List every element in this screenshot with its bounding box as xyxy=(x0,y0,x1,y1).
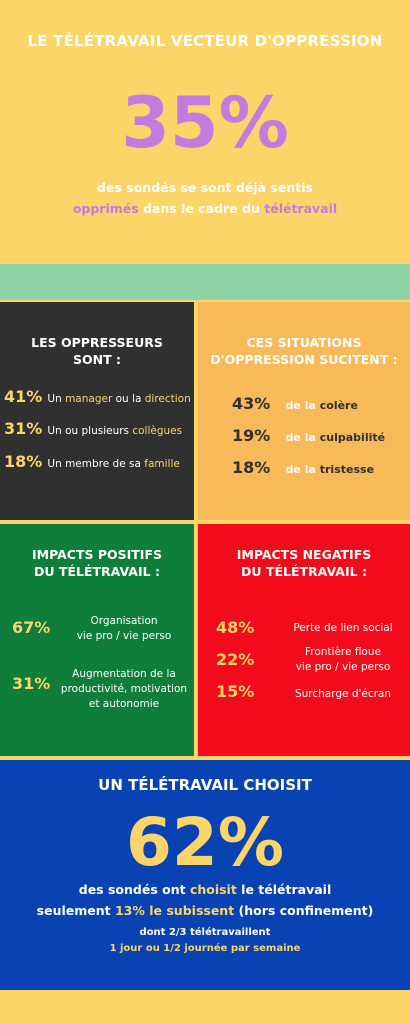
negatifs-title-line2: DU TÉLÉTRAVAIL : xyxy=(241,564,367,579)
oppresseur-label: Un ou plusieurs collègues xyxy=(47,425,183,437)
negatif-label: Frontière floue vie pro / vie perso xyxy=(295,646,391,673)
choisit-line1: des sondés ont choisit le télétravail xyxy=(78,882,332,897)
situations-panel: CES SITUATIONS D'OPPRESSION SUCITENT : 4… xyxy=(198,302,410,520)
headline-caption-line2: opprimés dans le cadre du télétravail xyxy=(0,201,410,216)
situation-label: de la tristesse xyxy=(285,463,375,476)
negatif-percent: 48% xyxy=(216,618,255,637)
situations-title: CES SITUATIONS D'OPPRESSION SUCITENT : xyxy=(198,334,410,368)
oppresseurs-title-line2: SONT : xyxy=(73,352,121,367)
choisit-line3: dont 2/3 télétravaillent xyxy=(139,927,271,938)
positif-percent: 31% xyxy=(12,674,51,693)
positif-label: Augmentation de la productivité, motivat… xyxy=(60,668,188,710)
headline-caption-line1: des sondés se sont déjà sentis xyxy=(97,180,313,195)
oppresseur-percent: 31% xyxy=(4,419,43,438)
oppresseur-row: 31% Un ou plusieurs collègues xyxy=(4,419,182,438)
headline-percent: 35% xyxy=(121,82,289,164)
situation-percent: 19% xyxy=(232,426,271,445)
situation-row: 43% de la colère xyxy=(232,394,358,413)
oppresseur-row: 18% Un membre de sa famille xyxy=(4,452,180,471)
highlight-teletravail: télétravail xyxy=(264,201,338,216)
oppresseur-percent: 41% xyxy=(4,387,43,406)
situation-percent: 43% xyxy=(232,394,271,413)
positifs-title: IMPACTS POSITIFS DU TÉLÉTRAVAIL : xyxy=(0,546,194,580)
negatifs-title-line1: IMPACTS NEGATIFS xyxy=(236,547,372,562)
choisit-percent: 62% xyxy=(126,804,284,881)
positif-percent: 67% xyxy=(12,618,51,637)
negatif-percent: 15% xyxy=(216,682,255,701)
oppresseur-percent: 18% xyxy=(4,452,43,471)
situations-title-line1: CES SITUATIONS xyxy=(246,335,362,350)
oppresseurs-title: LES OPPRESSEURS SONT : xyxy=(0,334,194,368)
oppresseur-row: 41% Un manager ou la direction xyxy=(4,387,191,406)
situation-row: 18% de la tristesse xyxy=(232,458,374,477)
negatif-label: Surcharge d'écran xyxy=(294,688,392,700)
impacts-positifs-panel: IMPACTS POSITIFS DU TÉLÉTRAVAIL : 67% Or… xyxy=(0,524,194,756)
caption-middle: dans le cadre du xyxy=(138,201,265,216)
situation-label: de la culpabilité xyxy=(285,431,386,444)
choisit-title: UN TÉLÉTRAVAIL CHOISIT xyxy=(98,776,312,794)
choisit-line4: 1 jour ou 1/2 journée par semaine xyxy=(109,943,301,954)
decorative-band xyxy=(0,264,410,300)
infographic-title: LE TÉLÉTRAVAIL VECTEUR D'OPPRESSION xyxy=(27,32,383,50)
impacts-negatifs-panel: IMPACTS NEGATIFS DU TÉLÉTRAVAIL : 48% Pe… xyxy=(198,524,410,756)
oppresseur-label: Un membre de sa famille xyxy=(47,458,180,470)
situations-title-line2: D'OPPRESSION SUCITENT : xyxy=(210,352,398,367)
negatif-percent: 22% xyxy=(216,650,255,669)
positifs-title-line1: IMPACTS POSITIFS xyxy=(32,547,162,562)
choisit-line2: seulement 13% le subissent (hors confine… xyxy=(36,903,374,918)
positif-label: Organisation vie pro / vie perso xyxy=(76,615,172,642)
situation-label: de la colère xyxy=(285,399,358,412)
negatifs-title: IMPACTS NEGATIFS DU TÉLÉTRAVAIL : xyxy=(198,546,410,580)
oppresseur-label: Un manager ou la direction xyxy=(47,393,191,405)
highlight-opprimes: opprimés xyxy=(72,201,139,216)
teletravail-choisit-panel: UN TÉLÉTRAVAIL CHOISIT 62% des sondés on… xyxy=(0,760,410,990)
situation-row: 19% de la culpabilité xyxy=(232,426,385,445)
oppresseurs-title-line1: LES OPPRESSEURS xyxy=(31,335,163,350)
situation-percent: 18% xyxy=(232,458,271,477)
negatif-label: Perte de lien social xyxy=(293,622,393,634)
oppresseurs-panel: LES OPPRESSEURS SONT : 41% Un manager ou… xyxy=(0,302,194,520)
positifs-title-line2: DU TÉLÉTRAVAIL : xyxy=(34,564,160,579)
